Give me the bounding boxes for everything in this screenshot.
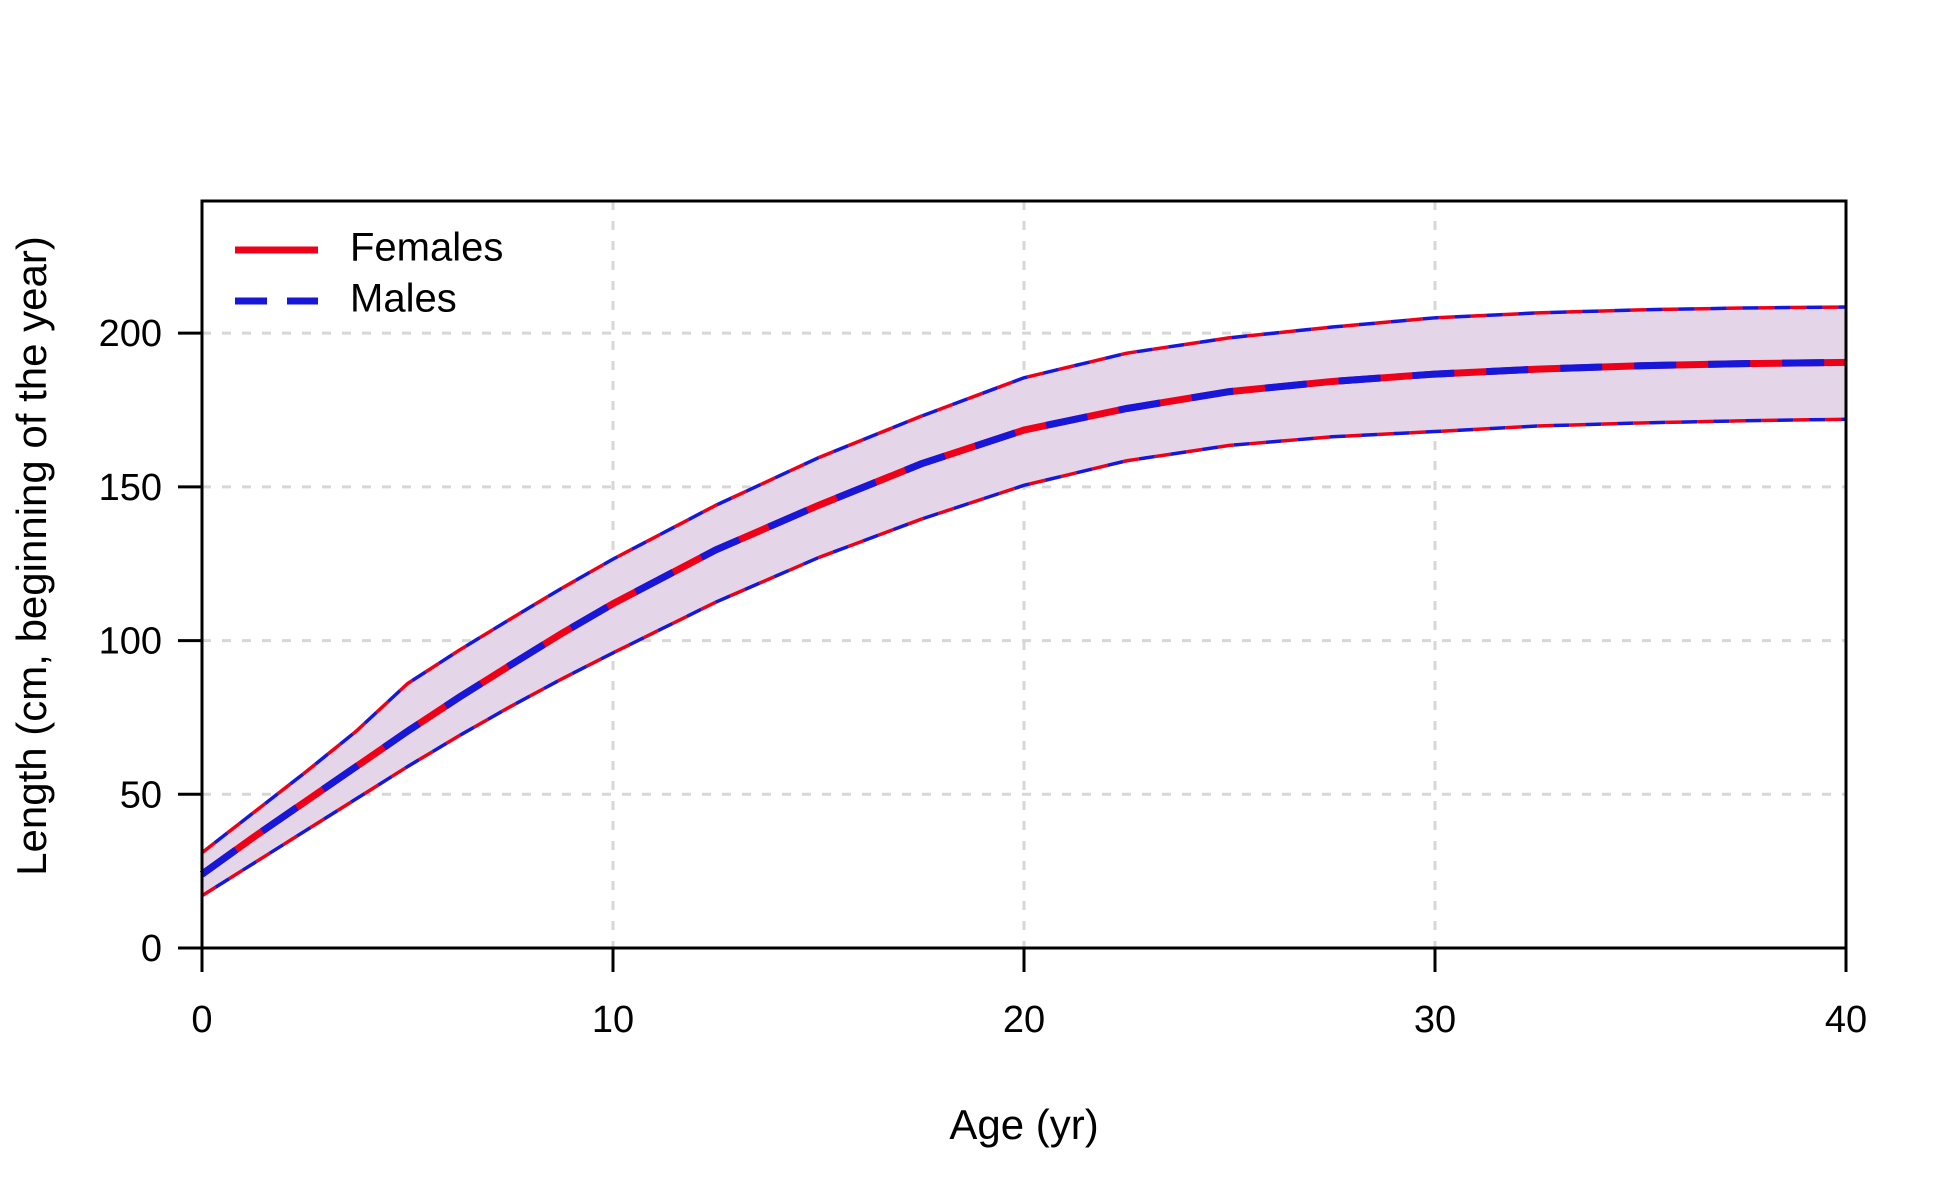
y-tick-label: 200 (99, 313, 162, 355)
y-tick-label: 100 (99, 621, 162, 663)
x-tick-label: 30 (1414, 999, 1456, 1041)
axis-ticks (178, 331, 1848, 972)
band-lower-edge (201, 417, 1847, 898)
x-tick-label: 0 (191, 999, 212, 1041)
legend-samples (235, 246, 318, 305)
x-tick-label: 40 (1825, 999, 1867, 1041)
legend-label-males: Males (350, 276, 457, 321)
band-upper-edge (200, 305, 1847, 855)
y-tick-label: 50 (120, 774, 162, 816)
y-tick-label: 150 (99, 467, 162, 509)
y-axis-title: Length (cm, beginning of the year) (8, 236, 55, 876)
x-tick-label: 10 (592, 999, 634, 1041)
x-axis-title: Age (yr) (949, 1101, 1099, 1148)
tick-labels: 0 10 20 30 40 0 50 100 150 200 (99, 313, 1868, 1041)
legend-label-females: Females (350, 225, 504, 270)
y-tick-label: 0 (141, 928, 162, 970)
males-curve (199, 358, 1847, 878)
x-tick-label: 20 (1003, 999, 1045, 1041)
